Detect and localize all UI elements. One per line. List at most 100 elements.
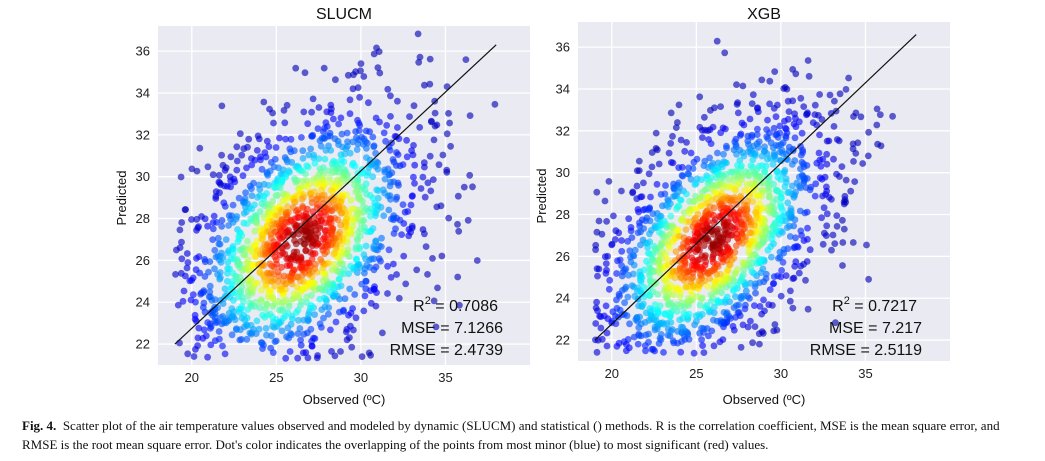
data-point [221,202,229,210]
data-point [603,218,610,225]
data-point [823,137,831,145]
data-point [773,168,781,176]
data-point [292,198,299,206]
data-point [260,98,268,106]
data-point [760,296,767,304]
data-point [678,163,686,171]
data-point [307,145,315,153]
data-point [677,196,685,204]
data-point [710,218,718,226]
data-point [292,64,300,72]
data-point [738,293,745,300]
data-point [595,217,603,225]
data-point [238,151,246,159]
data-point [811,111,819,118]
r2-label: R [413,298,425,315]
data-point [784,199,792,207]
data-point [293,283,301,291]
data-point [630,261,638,269]
data-point [429,255,436,262]
data-point [322,146,330,154]
data-point [411,180,418,187]
data-point [218,102,226,110]
y-tick-label: 30 [556,165,570,180]
data-point [723,144,730,152]
data-point [421,193,429,201]
data-point [593,188,601,196]
data-point [800,103,808,110]
data-point [419,226,427,233]
data-point [405,232,413,240]
data-point [350,71,357,79]
data-point [251,227,259,235]
data-point [786,233,794,240]
data-point [626,247,634,255]
data-point [630,252,638,260]
data-point [768,253,775,261]
data-point [630,270,637,278]
stats-r2: R2 = 0.7217 [832,295,917,315]
data-point [664,325,672,333]
data-point [183,264,191,272]
data-point [379,329,386,337]
data-point [304,354,312,362]
data-point [785,108,793,115]
data-point [772,186,780,194]
data-point [667,140,675,147]
data-point [775,254,782,262]
data-point [355,228,362,236]
data-point [454,220,461,228]
data-point [257,339,265,347]
data-point [189,274,197,282]
data-point [179,297,187,305]
data-point [177,173,185,181]
data-point [624,293,632,301]
data-point [672,248,680,256]
data-point [346,96,354,104]
data-point [343,129,351,137]
data-point [644,244,651,251]
data-point [699,188,706,196]
data-point [218,151,226,159]
data-point [393,149,400,156]
data-point [387,274,395,281]
data-point [713,37,721,45]
data-point [356,122,364,129]
data-point [647,193,654,201]
data-point [669,337,677,345]
data-point [250,179,257,187]
data-point [215,328,223,335]
data-point [344,246,352,254]
data-point [346,285,354,293]
data-point [196,144,204,152]
data-point [714,297,721,304]
data-point [755,330,763,338]
data-point [329,187,336,195]
data-point [610,212,617,220]
data-point [873,121,881,129]
data-point [722,125,729,133]
data-point [263,331,270,339]
data-point [601,197,609,205]
data-point [696,329,703,337]
data-point [748,133,756,141]
data-point [369,133,377,141]
x-tick-label: 35 [438,370,452,385]
data-point [309,95,317,103]
data-point [351,291,359,298]
data-point [733,81,740,88]
data-point [687,175,695,183]
x-tick-labels: 20 25 30 35 [185,370,453,385]
data-point [798,129,806,137]
data-point [667,212,675,220]
data-point [427,187,435,195]
data-point [732,293,739,300]
data-point [284,203,291,211]
data-point [297,336,304,344]
data-point [352,128,359,135]
data-point [795,118,803,126]
data-point [797,94,805,102]
data-point [218,217,226,224]
data-point [851,178,859,186]
data-point [242,189,250,197]
